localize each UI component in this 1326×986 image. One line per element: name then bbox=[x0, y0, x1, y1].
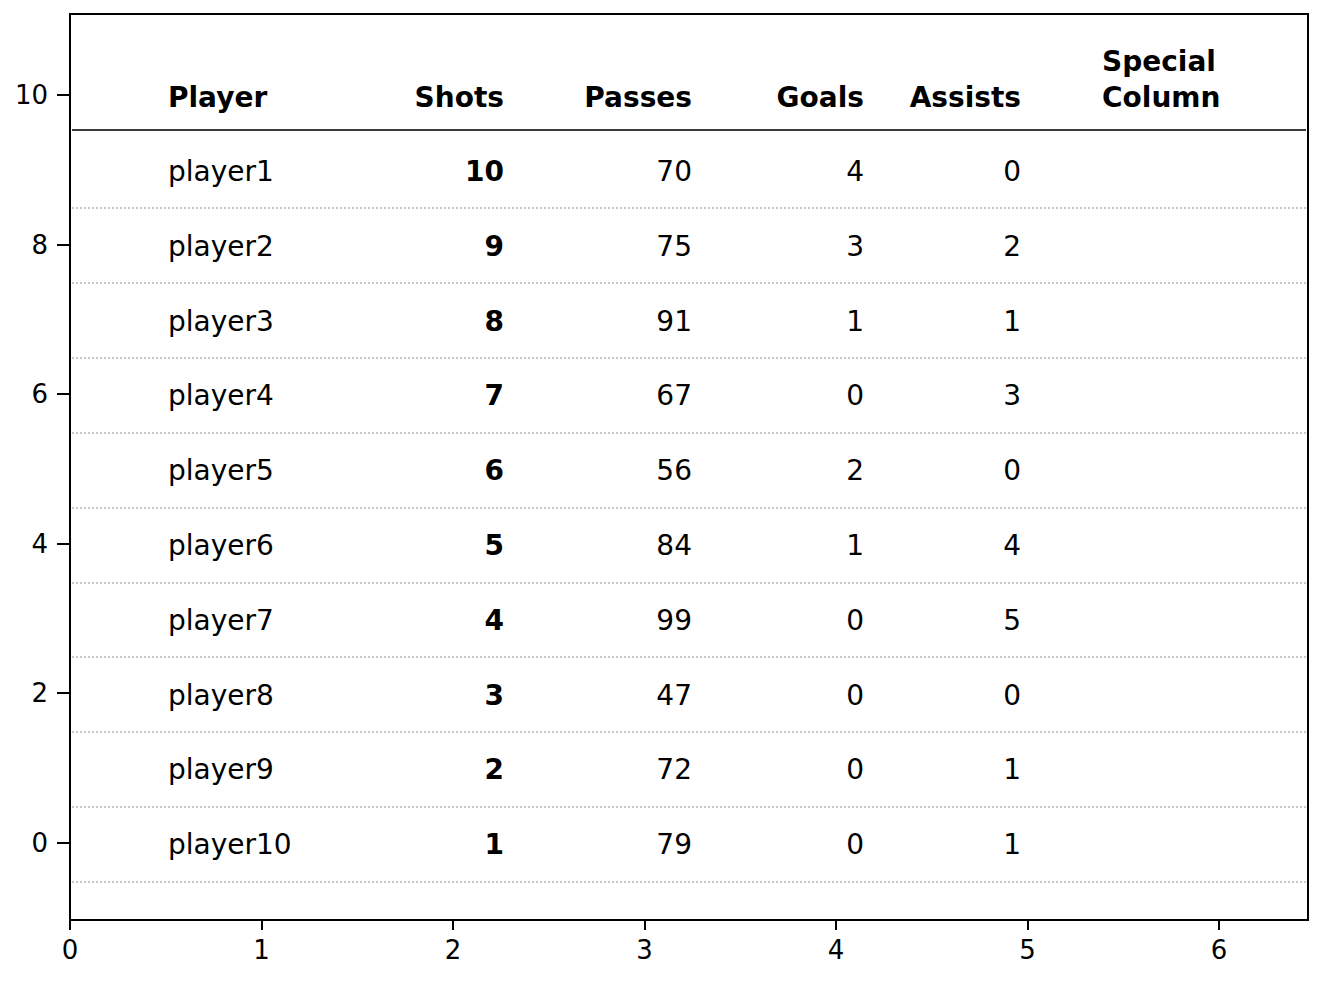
cell-shots: 10 bbox=[465, 154, 504, 190]
cell-goals: 1 bbox=[846, 528, 864, 564]
x-tick-mark bbox=[644, 921, 646, 930]
cell-shots: 7 bbox=[485, 378, 504, 414]
cell-assists: 1 bbox=[1003, 752, 1021, 788]
column-header-passes: Passes bbox=[584, 80, 692, 116]
y-tick-label: 4 bbox=[0, 528, 48, 560]
y-tick-mark bbox=[57, 94, 70, 96]
x-tick-mark bbox=[835, 921, 837, 930]
cell-assists: 1 bbox=[1003, 304, 1021, 340]
x-tick-mark bbox=[69, 921, 71, 930]
cell-assists: 2 bbox=[1003, 229, 1021, 265]
cell-goals: 0 bbox=[846, 827, 864, 863]
column-header-player: Player bbox=[168, 80, 267, 116]
x-tick-label: 3 bbox=[605, 934, 685, 966]
x-tick-mark bbox=[1218, 921, 1220, 930]
cell-passes: 47 bbox=[656, 678, 692, 714]
cell-player: player6 bbox=[168, 528, 274, 564]
cell-assists: 0 bbox=[1003, 678, 1021, 714]
y-tick-label: 0 bbox=[0, 827, 48, 859]
y-tick-mark bbox=[57, 543, 70, 545]
y-tick-mark bbox=[57, 393, 70, 395]
cell-goals: 3 bbox=[846, 229, 864, 265]
cell-shots: 6 bbox=[485, 453, 504, 489]
cell-assists: 5 bbox=[1003, 603, 1021, 639]
row-separator-line bbox=[72, 507, 1306, 509]
cell-player: player9 bbox=[168, 752, 274, 788]
cell-player: player8 bbox=[168, 678, 274, 714]
cell-goals: 0 bbox=[846, 378, 864, 414]
column-header-assists: Assists bbox=[910, 80, 1021, 116]
cell-goals: 4 bbox=[846, 154, 864, 190]
plot-area: Player Shots Passes Goals Assists Special Col… bbox=[69, 13, 1309, 921]
cell-passes: 72 bbox=[656, 752, 692, 788]
cell-assists: 3 bbox=[1003, 378, 1021, 414]
x-tick-label: 5 bbox=[988, 934, 1068, 966]
cell-assists: 4 bbox=[1003, 528, 1021, 564]
y-tick-label: 2 bbox=[0, 677, 48, 709]
cell-passes: 56 bbox=[656, 453, 692, 489]
cell-passes: 91 bbox=[656, 304, 692, 340]
x-tick-label: 4 bbox=[796, 934, 876, 966]
row-separator-line bbox=[72, 806, 1306, 808]
row-separator-line bbox=[72, 357, 1306, 359]
cell-player: player4 bbox=[168, 378, 274, 414]
x-tick-label: 6 bbox=[1179, 934, 1259, 966]
cell-goals: 0 bbox=[846, 752, 864, 788]
cell-shots: 2 bbox=[485, 752, 504, 788]
row-separator-line bbox=[72, 207, 1306, 209]
column-header-goals: Goals bbox=[777, 80, 864, 116]
cell-player: player5 bbox=[168, 453, 274, 489]
cell-goals: 1 bbox=[846, 304, 864, 340]
cell-player: player3 bbox=[168, 304, 274, 340]
cell-passes: 84 bbox=[656, 528, 692, 564]
y-tick-label: 10 bbox=[0, 79, 48, 111]
x-tick-label: 0 bbox=[30, 934, 110, 966]
x-tick-label: 1 bbox=[222, 934, 302, 966]
cell-goals: 2 bbox=[846, 453, 864, 489]
cell-player: player2 bbox=[168, 229, 274, 265]
y-tick-label: 6 bbox=[0, 378, 48, 410]
x-tick-mark bbox=[1027, 921, 1029, 930]
cell-player: player1 bbox=[168, 154, 274, 190]
cell-shots: 3 bbox=[485, 678, 504, 714]
row-separator-line bbox=[72, 881, 1306, 883]
row-separator-line bbox=[72, 731, 1306, 733]
cell-passes: 99 bbox=[656, 603, 692, 639]
cell-goals: 0 bbox=[846, 678, 864, 714]
cell-passes: 70 bbox=[656, 154, 692, 190]
cell-assists: 1 bbox=[1003, 827, 1021, 863]
column-header-special: Special Column bbox=[1102, 44, 1220, 116]
cell-passes: 79 bbox=[656, 827, 692, 863]
y-tick-mark bbox=[57, 692, 70, 694]
cell-passes: 67 bbox=[656, 378, 692, 414]
row-separator-line bbox=[72, 656, 1306, 658]
cell-player: player7 bbox=[168, 603, 274, 639]
cell-passes: 75 bbox=[656, 229, 692, 265]
cell-shots: 9 bbox=[485, 229, 504, 265]
cell-player: player10 bbox=[168, 827, 292, 863]
x-tick-mark bbox=[261, 921, 263, 930]
y-tick-label: 8 bbox=[0, 229, 48, 261]
y-tick-mark bbox=[57, 244, 70, 246]
table-header-rule bbox=[72, 129, 1306, 131]
cell-goals: 0 bbox=[846, 603, 864, 639]
column-header-shots: Shots bbox=[415, 80, 504, 116]
y-tick-mark bbox=[57, 842, 70, 844]
cell-assists: 0 bbox=[1003, 453, 1021, 489]
row-separator-line bbox=[72, 582, 1306, 584]
cell-shots: 4 bbox=[485, 603, 504, 639]
cell-shots: 5 bbox=[485, 528, 504, 564]
x-tick-label: 2 bbox=[413, 934, 493, 966]
cell-shots: 8 bbox=[485, 304, 504, 340]
cell-shots: 1 bbox=[485, 827, 504, 863]
row-separator-line bbox=[72, 432, 1306, 434]
cell-assists: 0 bbox=[1003, 154, 1021, 190]
x-tick-mark bbox=[452, 921, 454, 930]
row-separator-line bbox=[72, 282, 1306, 284]
figure: Player Shots Passes Goals Assists Special Col… bbox=[0, 0, 1326, 986]
